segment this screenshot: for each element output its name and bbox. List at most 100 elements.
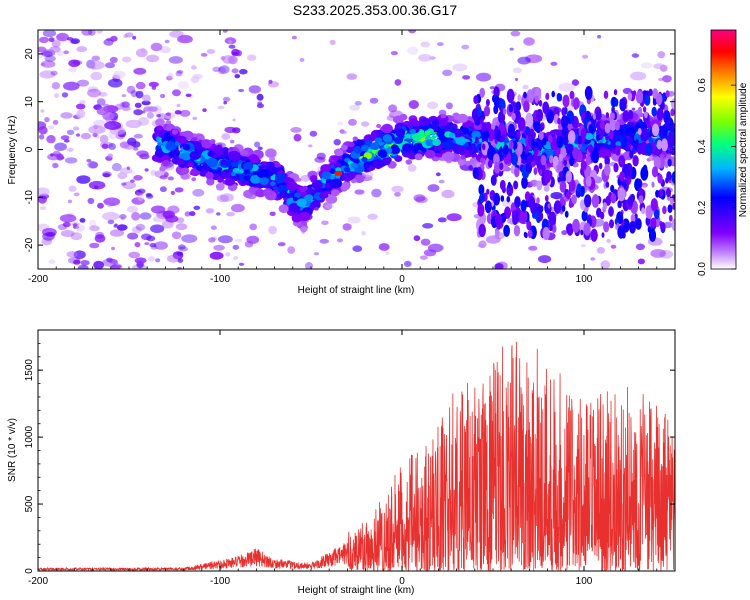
- snr-y-tick-label: 1000: [24, 426, 35, 449]
- heatmap-cell: [422, 223, 434, 229]
- heatmap-cell: [88, 60, 105, 70]
- heatmap-cell: [133, 109, 143, 116]
- heatmap-cell: [223, 101, 227, 105]
- heatmap-cell: [157, 141, 163, 146]
- heatmap-cell: [111, 264, 121, 269]
- heatmap-cell: [39, 70, 56, 79]
- heatmap-cell: [408, 100, 419, 109]
- heatmap-cell: [499, 179, 506, 191]
- heatmap-cell: [419, 255, 428, 260]
- heatmap-cell: [319, 191, 329, 199]
- heatmap-cell: [86, 158, 92, 163]
- heatmap-cell: [174, 187, 184, 193]
- heatmap-cell: [580, 229, 584, 236]
- heatmap-cell: [191, 65, 197, 70]
- heatmap-cell: [126, 166, 130, 170]
- heatmap-cell: [659, 189, 664, 197]
- heatmap-cell: [667, 204, 673, 214]
- heatmap-cell: [46, 135, 56, 144]
- heatmap-cell: [216, 194, 229, 203]
- heatmap-cell: [88, 180, 106, 190]
- heatmap-cell: [352, 136, 358, 141]
- heatmap-cell: [68, 67, 77, 73]
- heatmap-cell: [617, 225, 625, 239]
- heatmap-cell: [142, 94, 151, 102]
- heatmap-cell: [531, 160, 535, 168]
- heatmap-cell: [231, 172, 236, 177]
- heatmap-cell: [89, 219, 97, 227]
- heatmap-cell: [632, 146, 636, 153]
- heatmap-cell: [54, 142, 67, 151]
- heatmap-cell: [80, 132, 92, 140]
- heatmap-cell: [150, 42, 163, 52]
- heatmap-cell: [212, 174, 220, 181]
- heatmap-cell: [557, 117, 561, 125]
- heatmap-cell: [165, 215, 179, 223]
- heatmap-cell: [96, 30, 103, 34]
- heatmap-cell: [259, 177, 270, 186]
- heatmap-cell: [59, 214, 77, 223]
- heatmap-cell: [62, 221, 71, 228]
- heatmap-cell: [232, 118, 236, 122]
- heatmap-cell: [88, 161, 99, 169]
- heatmap-cell: [523, 37, 535, 46]
- heatmap-cell: [232, 256, 239, 260]
- heatmap-cell: [109, 229, 125, 237]
- heatmap-cell: [40, 62, 46, 66]
- heatmap-cell: [127, 232, 139, 240]
- heatmap-cell: [75, 103, 86, 110]
- heatmap-cell: [427, 184, 440, 192]
- heatmap-cell: [209, 251, 224, 260]
- heatmap-cell: [291, 35, 297, 40]
- heatmap-cell: [77, 79, 89, 87]
- heatmap-cell: [134, 242, 141, 248]
- heatmap-cell: [449, 132, 456, 139]
- heatmap-cell: [274, 173, 287, 184]
- heatmap-cell: [159, 186, 167, 193]
- heatmap-cell: [413, 142, 424, 151]
- heatmap-cell: [669, 197, 674, 205]
- heatmap-cell: [486, 121, 492, 132]
- heatmap-cell: [292, 196, 298, 202]
- heatmap-cell: [517, 117, 526, 132]
- heatmap-cell: [86, 59, 96, 69]
- heatmap-cell: [93, 124, 98, 130]
- heatmap-cell: [558, 82, 576, 92]
- heatmap-cell: [331, 189, 340, 197]
- heatmap-cell: [171, 129, 178, 135]
- heatmap-cell: [163, 172, 169, 178]
- heatmap-cell: [381, 123, 393, 134]
- heatmap-cell: [123, 34, 128, 39]
- heatmap-cell: [546, 109, 554, 124]
- heatmap-cell: [333, 162, 342, 169]
- heatmap-cell: [514, 78, 519, 81]
- heatmap-cell: [132, 35, 137, 40]
- heatmap-cell: [207, 150, 215, 157]
- heatmap-cell: [79, 218, 86, 223]
- heatmap-cell: [147, 106, 158, 112]
- heatmap-cell: [516, 131, 521, 139]
- heatmap-cell: [238, 88, 245, 93]
- heatmap-cell: [431, 119, 440, 126]
- heatmap-cell: [671, 171, 675, 184]
- heatmap-cell: [222, 96, 231, 102]
- heatmap-cell: [125, 32, 134, 38]
- heatmap-cell: [259, 165, 264, 170]
- heatmap-cell: [599, 120, 605, 130]
- heatmap-cell: [526, 220, 532, 231]
- heatmap-cell: [360, 144, 369, 152]
- heatmap-cell: [40, 109, 45, 113]
- heatmap-cell: [306, 187, 315, 195]
- heatmap-cell: [324, 183, 331, 188]
- heatmap-cell: [135, 223, 146, 231]
- heatmap-cell: [660, 222, 666, 232]
- heatmap-cell: [212, 66, 221, 73]
- heatmap-cell: [133, 133, 143, 139]
- heatmap-cell: [133, 175, 143, 181]
- heatmap-cell: [250, 174, 261, 184]
- heatmap-cell: [329, 39, 336, 46]
- heatmap-cell: [603, 90, 609, 100]
- heatmap-cell: [584, 194, 592, 208]
- heatmap-cell: [536, 197, 540, 204]
- snr-x-tick-label: 0: [399, 576, 405, 587]
